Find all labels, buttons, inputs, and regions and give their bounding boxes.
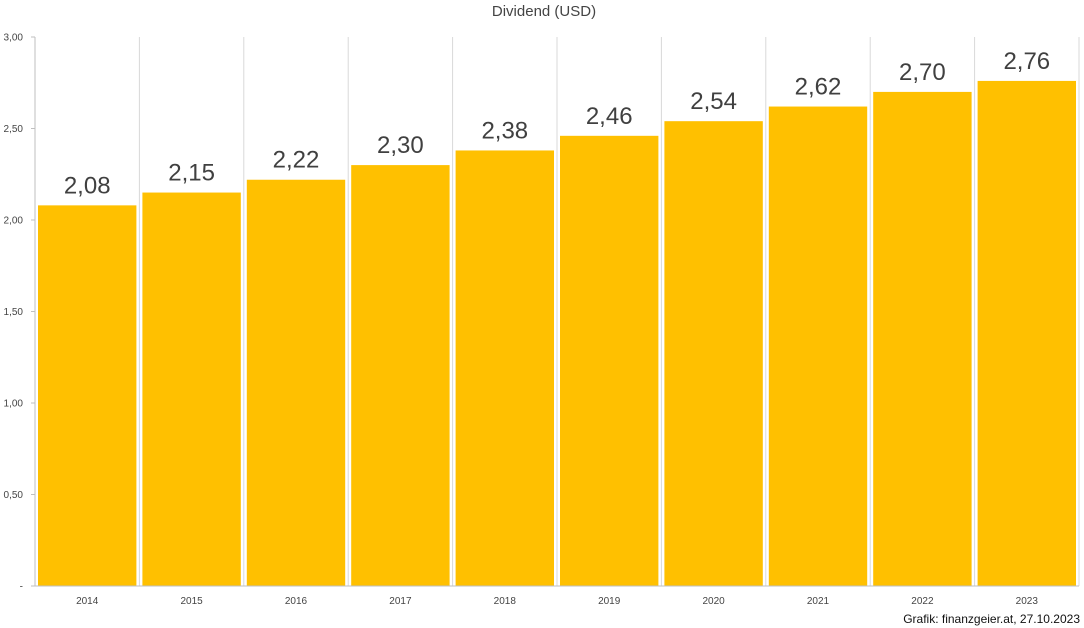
x-tick-label-2018: 2018 — [494, 596, 517, 607]
data-label-2015: 2,15 — [168, 160, 215, 187]
y-tick-label: 2,50 — [4, 124, 24, 135]
y-tick-label: - — [20, 582, 23, 593]
data-label-2020: 2,54 — [690, 88, 737, 115]
data-label-2019: 2,46 — [586, 103, 633, 130]
bar-2018 — [455, 150, 554, 586]
bar-2023 — [977, 80, 1076, 587]
x-tick-label-2022: 2022 — [911, 596, 934, 607]
bar-2022 — [873, 91, 972, 587]
data-label-2022: 2,70 — [899, 59, 946, 86]
y-tick-label: 0,50 — [4, 490, 24, 501]
data-label-2016: 2,22 — [273, 147, 320, 174]
x-tick-label-2019: 2019 — [598, 596, 621, 607]
bar-2019 — [560, 135, 659, 586]
data-label-2021: 2,62 — [795, 74, 842, 101]
y-tick-label: 3,00 — [4, 33, 24, 44]
y-tick-label: 2,00 — [4, 216, 24, 227]
data-label-2014: 2,08 — [64, 172, 111, 199]
chart-title: Dividend (USD) — [492, 3, 596, 20]
data-labels-group: 2,08 2,15 2,22 2,30 2,38 2,46 2,54 2,62 2,70 2,76 — [64, 48, 1050, 199]
y-tick-label: 1,50 — [4, 307, 24, 318]
x-tick-label-2015: 2015 — [180, 596, 203, 607]
chart-credit: Grafik: finanzgeier.at, 27.10.2023 — [903, 612, 1080, 626]
y-tick-label: 1,00 — [4, 399, 24, 410]
bar-2021 — [768, 106, 868, 586]
bars-group — [38, 80, 1076, 587]
vertical-gridlines — [34, 37, 1080, 586]
data-label-2017: 2,30 — [377, 132, 424, 159]
x-tick-label-2021: 2021 — [807, 596, 830, 607]
data-label-2023: 2,76 — [1003, 48, 1050, 75]
data-label-2018: 2,38 — [481, 117, 528, 144]
y-axis: - 0,50 1,00 1,50 2,00 2,50 3,00 — [4, 33, 36, 593]
x-axis: 2014 2015 2016 2017 2018 2019 2020 2021 2022 2023 — [35, 585, 1079, 607]
bar-2017 — [351, 165, 450, 586]
x-tick-label-2014: 2014 — [76, 596, 99, 607]
bar-2016 — [246, 179, 346, 587]
x-tick-label-2020: 2020 — [702, 596, 725, 607]
x-tick-label-2016: 2016 — [285, 596, 308, 607]
bar-2014 — [38, 205, 137, 587]
bar-2020 — [664, 121, 763, 587]
x-tick-label-2017: 2017 — [389, 596, 412, 607]
x-tick-label-2023: 2023 — [1016, 596, 1039, 607]
bar-2015 — [142, 192, 241, 587]
